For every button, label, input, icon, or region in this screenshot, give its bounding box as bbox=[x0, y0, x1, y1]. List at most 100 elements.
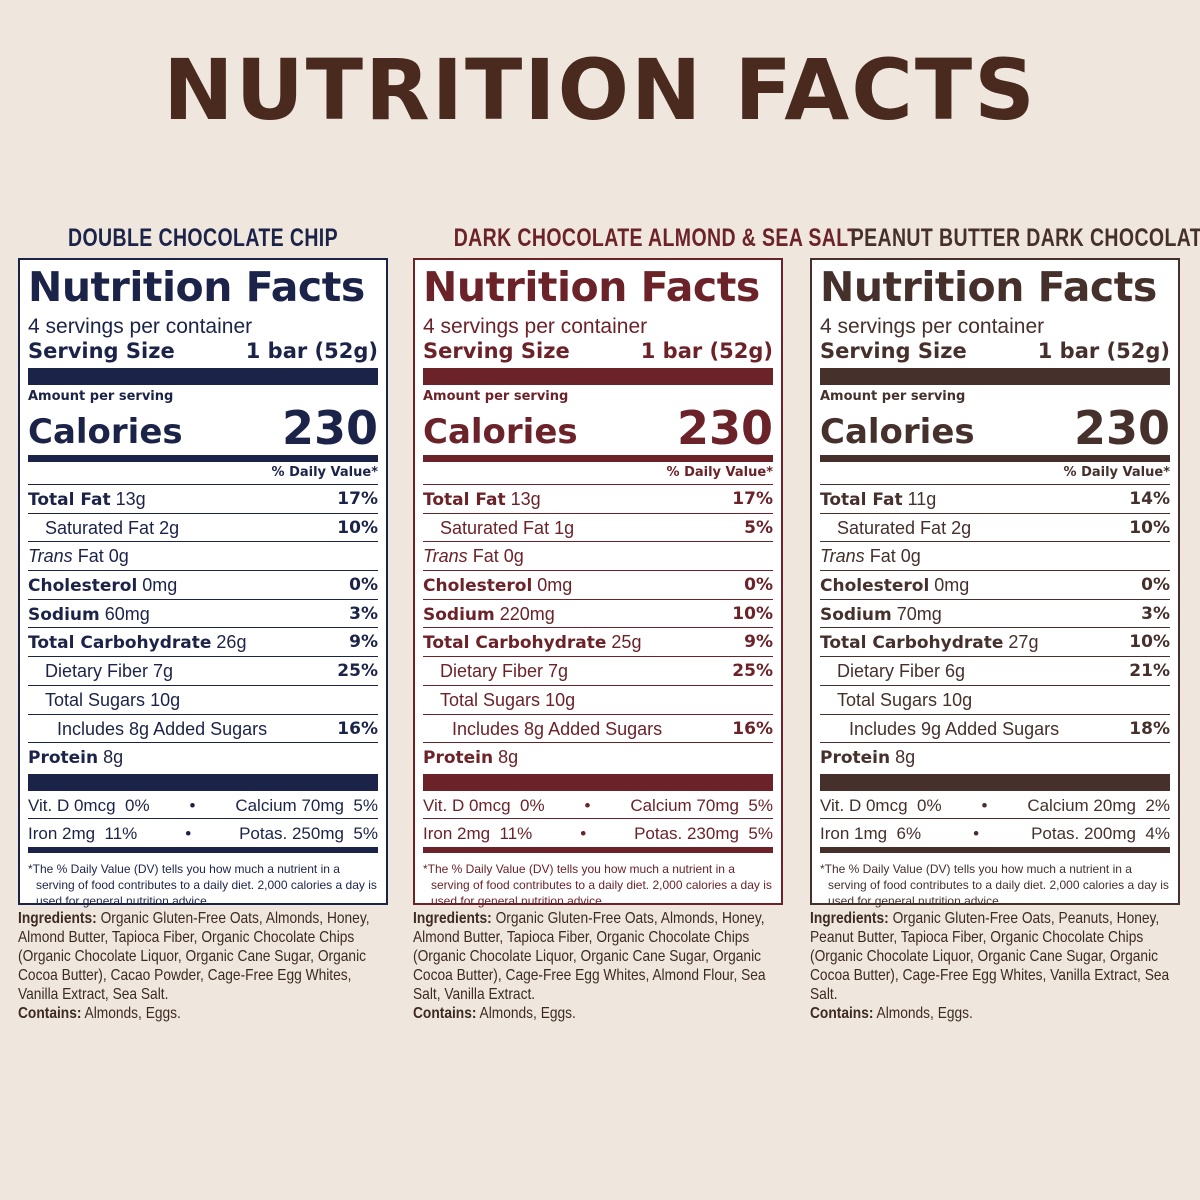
nutrient-name: Includes 8g Added Sugars bbox=[452, 715, 662, 743]
nutrient-daily-value: 3% bbox=[1141, 603, 1170, 624]
nutrient-name: Includes 8g Added Sugars bbox=[57, 715, 267, 743]
vitamin-list: Vit. D 0mcg 0% • Calcium 20mg 2% Iron 1mg 6… bbox=[820, 791, 1170, 848]
nutrient-row: Total Carbohydrate 27g 10% bbox=[820, 628, 1170, 658]
nutrient-name: Cholesterol 0mg bbox=[423, 571, 572, 599]
amount-per-serving: Amount per serving bbox=[423, 389, 569, 404]
vitamin-right: Calcium 20mg 2% bbox=[1027, 795, 1170, 815]
nutrient-name: Includes 9g Added Sugars bbox=[849, 715, 1059, 743]
nutrient-label: Dietary Fiber bbox=[45, 661, 149, 682]
amount-per-serving: Amount per serving bbox=[820, 389, 966, 404]
serving-size-value: 1 bar (52g) bbox=[245, 339, 378, 363]
nutrient-name: Total Carbohydrate 25g bbox=[423, 628, 641, 656]
nutrient-label: Total Sugars bbox=[837, 689, 938, 710]
contains-label: Contains: bbox=[18, 1005, 82, 1022]
divider-medium bbox=[28, 455, 378, 462]
nutrient-label-italic: Trans bbox=[28, 546, 73, 567]
divider-medium bbox=[423, 847, 773, 853]
calories-row: Calories 230 bbox=[820, 405, 1170, 451]
nutrient-row: Sodium 60mg 3% bbox=[28, 600, 378, 629]
nutrient-row: Trans Fat 0g bbox=[28, 542, 378, 572]
vitamin-row: Iron 1mg 6% • Potas. 200mg 4% bbox=[820, 819, 1170, 848]
nutrient-row: Trans Fat 0g bbox=[423, 542, 773, 572]
daily-value-header: % Daily Value* bbox=[423, 462, 773, 485]
vitamin-left: Iron 2mg 11% bbox=[28, 824, 138, 844]
nutrient-amount: 6g bbox=[945, 661, 966, 682]
divider-medium bbox=[28, 847, 378, 853]
vitamin-left: Iron 2mg 11% bbox=[423, 824, 533, 844]
nutrient-list: Total Fat 13g 17% Saturated Fat 1g 5% Trans … bbox=[423, 485, 773, 772]
nutrient-daily-value: 10% bbox=[732, 603, 773, 624]
nutrient-daily-value: 9% bbox=[744, 632, 773, 653]
nutrition-label: Nutrition Facts 4 servings per container… bbox=[413, 258, 783, 908]
servings-per-container: 4 servings per container bbox=[820, 315, 1045, 338]
nutrient-amount: 0g bbox=[900, 546, 921, 567]
nutrient-row: Total Fat 13g 17% bbox=[28, 485, 378, 514]
vitamin-row: Iron 2mg 11% • Potas. 230mg 5% bbox=[423, 819, 773, 848]
nutrient-name: Cholesterol 0mg bbox=[28, 571, 177, 599]
calories-value: 230 bbox=[1073, 401, 1170, 455]
ingredients-text: Organic Gluten-Free Oats, Almonds, Honey… bbox=[18, 910, 370, 1003]
nutrient-name: Dietary Fiber 7g bbox=[440, 657, 568, 685]
nutrition-label: Nutrition Facts 4 servings per container… bbox=[810, 258, 1180, 908]
nutrient-name: Total Sugars 10g bbox=[440, 686, 575, 714]
nutrient-label: Total Fat bbox=[820, 490, 903, 510]
contains-text: Almonds, Eggs. bbox=[479, 1005, 576, 1022]
nutrient-amount: 10g bbox=[942, 689, 973, 710]
vitamin-row: Vit. D 0mcg 0% • Calcium 20mg 2% bbox=[820, 791, 1170, 820]
contains-label: Contains: bbox=[810, 1005, 874, 1022]
nutrient-row: Includes 8g Added Sugars 16% bbox=[423, 715, 773, 744]
nutrient-amount: 7g bbox=[548, 661, 569, 682]
nutrient-daily-value: 9% bbox=[349, 632, 378, 653]
bullet-separator: • bbox=[580, 824, 587, 844]
nutrient-amount: 0mg bbox=[934, 575, 970, 596]
divider-thick bbox=[28, 773, 378, 791]
nutrient-row: Includes 9g Added Sugars 18% bbox=[820, 715, 1170, 744]
nutrient-row: Saturated Fat 2g 10% bbox=[820, 514, 1170, 543]
nutrient-label: Sodium bbox=[423, 604, 495, 625]
nutrient-amount: 220mg bbox=[499, 603, 555, 624]
nutrient-amount: 2g bbox=[159, 517, 180, 538]
nutrient-label: Total Sugars bbox=[45, 689, 146, 710]
bullet-separator: • bbox=[185, 824, 192, 844]
nutrient-daily-value: 10% bbox=[1129, 632, 1170, 653]
nutrient-label: Saturated Fat bbox=[45, 517, 155, 538]
bullet-separator: • bbox=[189, 795, 196, 815]
nutrient-row: Total Sugars 10g bbox=[820, 686, 1170, 715]
calories-value: 230 bbox=[676, 401, 773, 455]
nutrient-row: Total Carbohydrate 26g 9% bbox=[28, 628, 378, 658]
nutrient-row: Total Fat 11g 14% bbox=[820, 485, 1170, 514]
vitamin-right: Calcium 70mg 5% bbox=[235, 795, 378, 815]
ingredients-block: Ingredients: Organic Gluten-Free Oats, P… bbox=[810, 909, 1180, 1023]
nutrient-amount: 60mg bbox=[104, 603, 150, 624]
nutrient-name: Total Sugars 10g bbox=[837, 686, 972, 714]
nutrient-row: Saturated Fat 2g 10% bbox=[28, 514, 378, 543]
serving-size-value: 1 bar (52g) bbox=[1037, 339, 1170, 363]
servings-per-container: 4 servings per container bbox=[28, 315, 253, 338]
nutrient-row: Protein 8g bbox=[423, 743, 773, 772]
nutrient-label: Fat bbox=[869, 546, 896, 567]
serving-size-row: Serving Size 1 bar (52g) bbox=[423, 338, 773, 364]
nutrient-row: Total Sugars 10g bbox=[28, 686, 378, 715]
servings-per-container: 4 servings per container bbox=[423, 315, 648, 338]
nutrient-name: Dietary Fiber 6g bbox=[837, 657, 965, 685]
nutrient-row: Total Fat 13g 17% bbox=[423, 485, 773, 514]
nutrient-row: Saturated Fat 1g 5% bbox=[423, 514, 773, 543]
nutrient-label: Total Fat bbox=[423, 490, 506, 510]
nutrient-amount: 0mg bbox=[537, 575, 573, 596]
vitamin-right: Calcium 70mg 5% bbox=[630, 795, 773, 815]
vitamin-left: Vit. D 0mcg 0% bbox=[423, 795, 545, 815]
nutrient-amount: 0g bbox=[503, 546, 524, 567]
nutrient-name: Protein 8g bbox=[28, 743, 123, 772]
serving-size-value: 1 bar (52g) bbox=[640, 339, 773, 363]
nutrient-name: Saturated Fat 2g bbox=[45, 514, 179, 542]
product-name: DOUBLE CHOCOLATE CHIP bbox=[67, 224, 339, 252]
nutrient-amount: 0mg bbox=[142, 575, 178, 596]
nutrient-row: Cholesterol 0mg 0% bbox=[820, 571, 1170, 600]
page-title: NUTRITION FACTS bbox=[163, 41, 1037, 139]
nutrient-label: Protein bbox=[820, 748, 891, 769]
nutrient-label: Includes 8g Added Sugars bbox=[57, 718, 268, 739]
nutrient-name: Dietary Fiber 7g bbox=[45, 657, 173, 685]
nutrient-amount: 26g bbox=[216, 632, 247, 653]
nutrient-label-italic: Trans bbox=[423, 546, 468, 567]
ingredients-label: Ingredients: bbox=[18, 910, 97, 927]
